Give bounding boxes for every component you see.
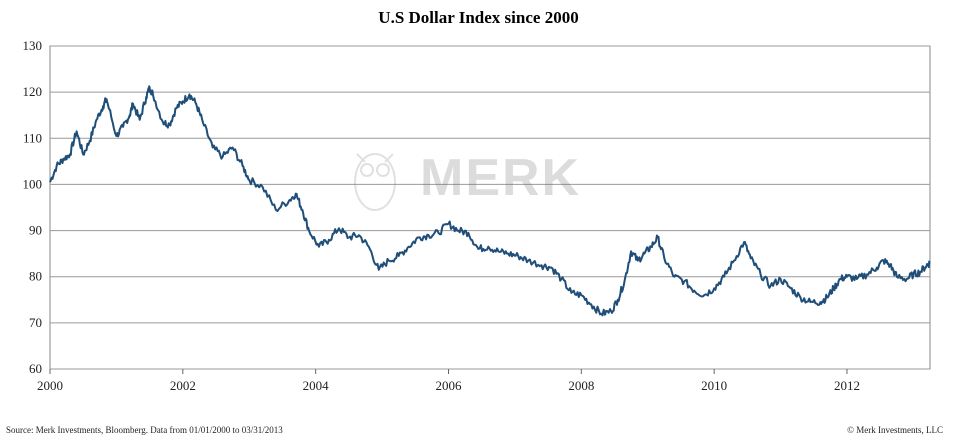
- y-tick-label: 130: [23, 38, 43, 53]
- y-tick-label: 80: [29, 269, 42, 284]
- y-tick-label: 110: [23, 130, 42, 145]
- series-line-dollar-index: [49, 85, 931, 317]
- x-axis-ticks: 2000 2002 2004 2006 2008 2010 2012: [37, 369, 860, 393]
- watermark-text: MERK: [420, 149, 582, 207]
- y-axis-ticks: 60 70 80 90 100 110 120 130: [23, 38, 43, 376]
- y-tick-label: 90: [29, 223, 42, 238]
- chart-title: U.S Dollar Index since 2000: [378, 8, 579, 27]
- x-tick-label: 2000: [37, 378, 63, 393]
- y-tick-label: 100: [23, 176, 43, 191]
- copyright-note: © Merk Investments, LLC: [847, 425, 943, 435]
- x-tick-label: 2008: [568, 378, 594, 393]
- series-layer: [49, 85, 931, 317]
- x-tick-label: 2002: [170, 378, 196, 393]
- x-tick-label: 2012: [834, 378, 860, 393]
- x-tick-label: 2006: [435, 378, 462, 393]
- x-tick-label: 2010: [701, 378, 727, 393]
- x-tick-label: 2004: [303, 378, 330, 393]
- y-tick-label: 60: [29, 361, 42, 376]
- y-tick-label: 120: [23, 84, 43, 99]
- source-note: Source: Merk Investments, Bloomberg. Dat…: [6, 425, 283, 435]
- merk-logo-watermark: MERK: [345, 140, 585, 220]
- owl-logo-icon: [354, 153, 396, 211]
- y-tick-label: 70: [29, 315, 42, 330]
- grid-lines: [50, 45, 930, 370]
- plot-frame: [49, 45, 931, 370]
